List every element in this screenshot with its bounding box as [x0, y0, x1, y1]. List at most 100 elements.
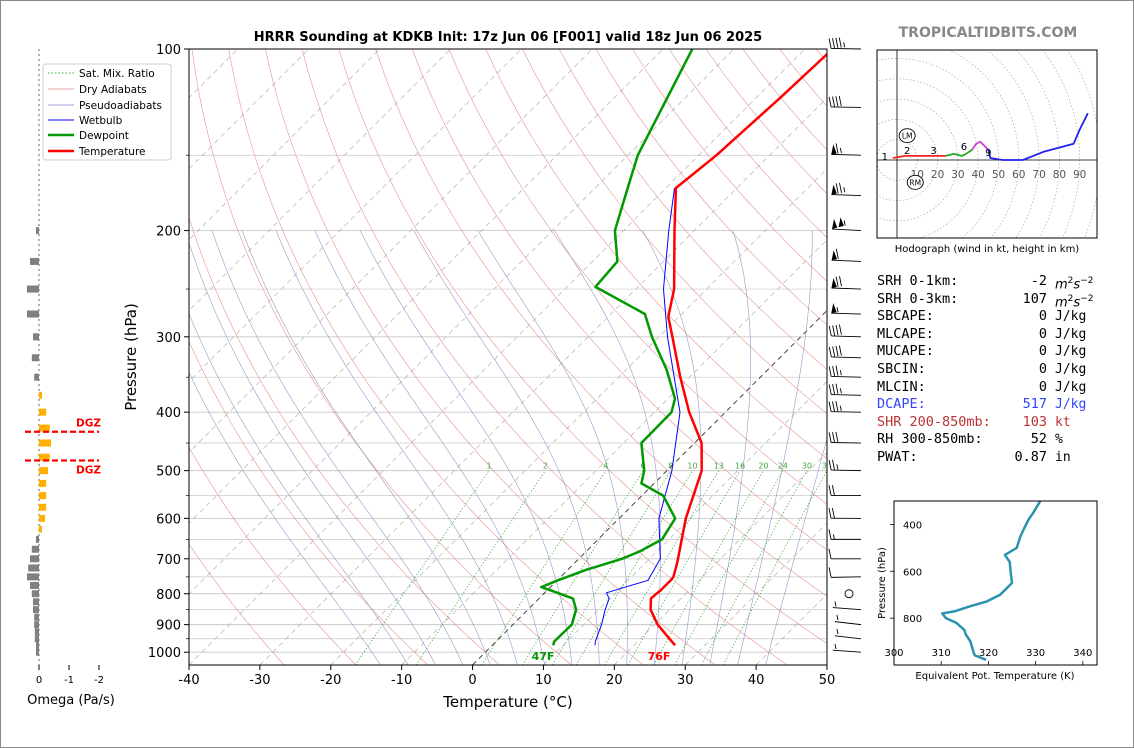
wind-barb: [828, 485, 862, 497]
wind-barb: [828, 548, 861, 560]
isotherm-line: [614, 451, 827, 665]
dry-adiabat-line: [411, 49, 827, 551]
barb-half: [836, 464, 839, 470]
omega-bar: [34, 635, 39, 643]
barb-full: [831, 485, 835, 496]
index-value: 103: [1022, 413, 1047, 430]
hodograph-ring-label: 50: [992, 169, 1005, 181]
omega-bar: [39, 408, 47, 416]
barb-full: [839, 182, 842, 193]
index-label: DCAPE:: [877, 396, 926, 413]
hodograph-ring-label: 70: [1032, 169, 1045, 181]
dry-adiabat-line: [522, 49, 827, 415]
dewpoint-profile: [539, 49, 694, 646]
index-row: RH 300-850mb: 52%: [877, 431, 1109, 449]
barb-half: [836, 614, 839, 621]
barb-full: [838, 345, 842, 356]
index-unit: kt: [1055, 414, 1071, 430]
omega-bar: [31, 354, 39, 362]
omega-bar: [31, 590, 39, 598]
index-label: MLCIN:: [877, 378, 926, 395]
wind-barb: [832, 601, 862, 611]
theta-x-tick-label: 330: [1026, 648, 1045, 659]
omega-bar: [39, 453, 50, 461]
barb-half: [839, 147, 842, 154]
y-tick-label: 900: [156, 619, 181, 634]
omega-bar: [39, 467, 48, 475]
dry-adiabat-line: [301, 49, 788, 665]
dry-adiabat-line: [338, 49, 827, 644]
wind-barb: [828, 95, 862, 108]
barb-staff: [831, 259, 862, 262]
barb-staff: [831, 48, 862, 50]
wind-barb: [828, 400, 862, 413]
index-value: 0: [1038, 343, 1047, 360]
barb-staff: [831, 469, 862, 472]
barb-full: [828, 401, 832, 412]
barb-full: [831, 507, 835, 519]
pseudoadiabat-line: [554, 230, 661, 665]
barb-half: [843, 42, 846, 48]
barb-full: [832, 401, 835, 412]
omega-x-tick-label: 0: [36, 675, 42, 686]
barb-staff: [831, 106, 862, 108]
barb-full: [835, 431, 839, 443]
omega-bar: [28, 564, 39, 572]
omega-bar: [34, 613, 39, 621]
theta-e-y-label: Pressure (hPa): [877, 547, 888, 619]
pseudoadiabat-line: [189, 312, 409, 665]
index-unit: J/kg: [1055, 397, 1087, 413]
barb-full: [828, 508, 832, 519]
barb-staff: [831, 442, 862, 444]
barb-full: [838, 324, 842, 335]
barb-staff: [834, 621, 862, 626]
hodograph-height-label: 9: [985, 148, 991, 159]
dry-adiabat-line: [448, 49, 827, 505]
barb-pennant: [838, 217, 844, 228]
wind-barb: [831, 303, 862, 315]
omega-bar: [36, 648, 39, 656]
index-unit: J/kg: [1055, 361, 1087, 377]
x-tick-label: 50: [819, 673, 836, 688]
barb-half: [843, 187, 846, 193]
omega-bar: [39, 424, 50, 432]
barb-staff: [831, 376, 862, 378]
y-tick-label: 600: [156, 512, 181, 527]
pseudoadiabat-line: [709, 230, 751, 665]
dry-adiabat-line: [189, 216, 500, 665]
mixing-ratio-label: 24: [778, 462, 788, 471]
barb-staff: [831, 228, 862, 232]
hodograph-frame: [876, 49, 1098, 239]
barb-full: [835, 324, 839, 336]
barb-half: [834, 643, 837, 650]
pseudoadiabat-line: [211, 230, 464, 665]
omega-bar: [34, 628, 39, 636]
mixing-ratio-line: [674, 470, 784, 665]
wind-barb: [831, 143, 862, 156]
theta-e-profile: [940, 501, 1042, 661]
y-tick-label: 800: [156, 588, 181, 603]
index-row: SBCAPE: 0 J/kg: [877, 308, 1109, 326]
theta-y-tick-label: 800: [903, 614, 922, 625]
mixing-ratio-label: 8: [668, 462, 673, 471]
mixing-ratio-line: [415, 470, 546, 665]
pseudoadiabat-line: [359, 230, 573, 665]
isotherm-line: [189, 49, 806, 665]
legend-wetbulb-label: Wetbulb: [79, 115, 123, 127]
barb-full: [828, 485, 832, 496]
y-tick-label: 400: [156, 406, 181, 421]
pseudoadiabat-line: [189, 242, 436, 665]
index-row: SBCIN: 0 J/kg: [877, 361, 1109, 379]
storm-motion-marker: [906, 174, 924, 190]
legend-dry-adiabat-label: Dry Adiabats: [79, 84, 147, 96]
wind-barb: [844, 589, 854, 599]
index-label: SRH 0-1km:: [877, 273, 959, 289]
index-value: 0: [1038, 360, 1047, 377]
index-unit: m2s−2: [1055, 293, 1094, 310]
omega-bar: [36, 227, 39, 235]
storm-motion-label: LM: [902, 132, 913, 141]
barb-full: [832, 365, 836, 377]
omega-bar: [27, 310, 39, 318]
x-tick-label: -40: [178, 673, 199, 688]
